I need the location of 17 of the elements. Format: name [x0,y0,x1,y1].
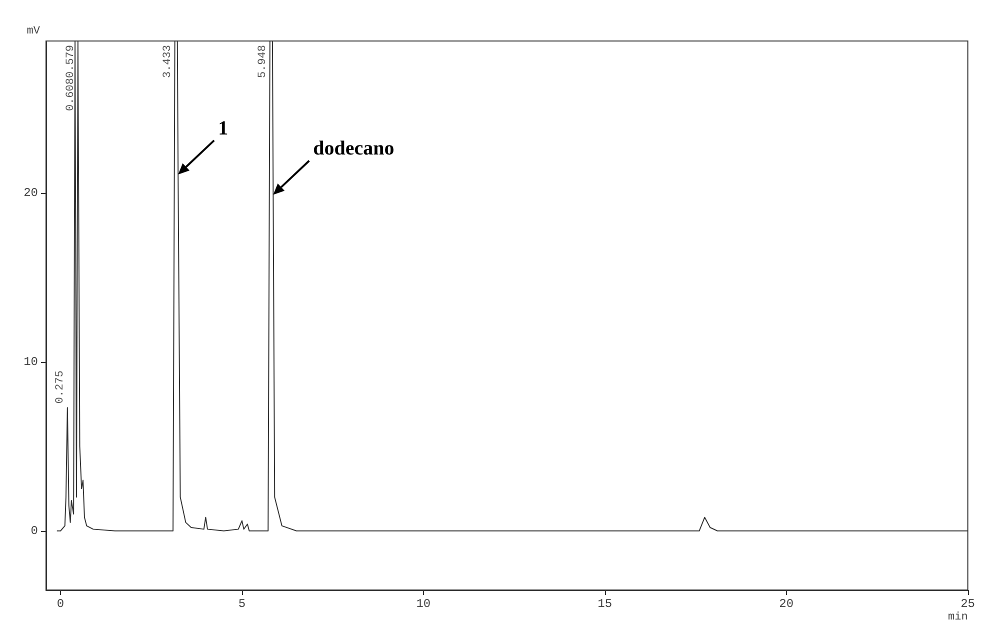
y-axis-title: mV [26,26,40,38]
x-tick-label: 10 [416,597,431,611]
x-axis-title: min [948,612,968,624]
x-tick-label: 25 [960,597,975,611]
annotation: dodecano [313,138,394,160]
x-tick-label: 0 [56,597,64,611]
annotation: 0.275 [54,370,66,404]
annotation: 1 [218,117,228,140]
y-tick-label: 20 [24,186,38,200]
x-tick-label: 15 [598,597,612,611]
y-tick-label: 10 [24,354,38,369]
x-tick-label: 5 [238,597,246,611]
annotation: 5.948 [256,45,269,78]
annotation: 3.433 [162,45,174,78]
x-tick-label: 20 [779,597,794,611]
y-tick-label: 0 [30,524,38,538]
annotation: 0.6080.579 [64,45,77,112]
